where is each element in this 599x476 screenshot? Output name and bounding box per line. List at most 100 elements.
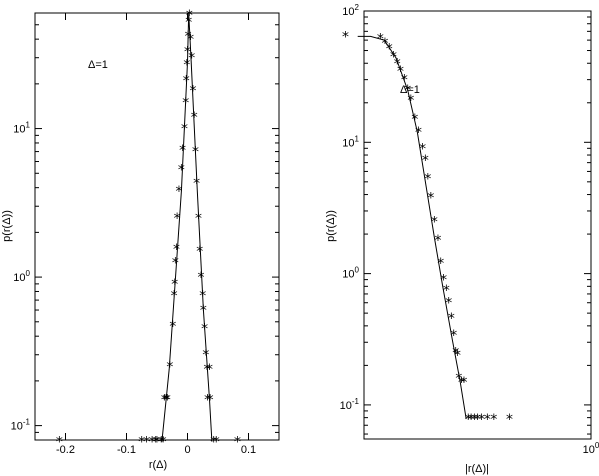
left-ticks [35,12,279,441]
right-data-point: * [451,346,459,362]
right-data-point: * [421,153,429,169]
left-data-point: * [183,58,191,74]
left-data-point: * [182,74,190,90]
left-x-tick-label: -0.2 [56,444,75,456]
right-data-point: * [483,412,491,428]
left-data-point: * [199,303,207,319]
right-series-points: * *********************************** * [341,29,513,428]
right-annotation: Δ=1 [400,84,420,96]
left-x-tick-label: 0 [184,444,190,456]
left-y-axis-label: p(r(Δ)) [1,210,13,242]
right-data-point: * [505,412,513,428]
right-data-point: * [445,296,453,312]
left-data-point: * [200,322,208,338]
right-data-point: * [393,56,401,72]
left-data-point: * [166,360,174,376]
right-data-point: * [470,412,478,428]
right-x-axis-label: |r(Δ)| [465,463,489,475]
left-data-point: * [160,392,168,408]
right-data-point: * [442,283,450,299]
left-x-tick-label: 0.1 [241,444,256,456]
left-data-point: * [190,110,198,126]
left-y-tick-label: 101 [13,121,30,136]
left-data-point: * [177,163,185,179]
left-data-point: * [148,435,156,451]
left-data-point: * [185,15,193,31]
left-data-point: * [171,256,179,272]
left-y-tick-labels: 10-1 100 101 [11,121,31,433]
left-data-point: * [159,435,167,451]
left-data-point: * [180,122,188,138]
right-data-point: * [453,348,461,364]
right-data-point: * [396,64,404,80]
right-data-point: * [434,233,442,249]
right-data-point: * [464,412,472,428]
left-data-point: * [191,145,199,161]
right-data-point: * [376,31,384,47]
left-data-point: * [170,277,178,293]
left-data-point: * [197,270,205,286]
left-x-axis-label: r(Δ) [149,459,167,471]
right-data-point: * [418,141,426,157]
right-data-point: * [460,375,468,391]
right-data-point: * [389,50,397,66]
right-data-point: * [400,73,408,89]
left-data-point: * [189,84,197,100]
right-data-point: * [427,190,435,206]
right-data-point: * [385,41,393,57]
left-y-tick-label: 10-1 [11,418,31,433]
left-series-points: * ***************************************… [55,8,242,450]
right-data-point: * [424,172,432,188]
right-plot-frame [363,10,592,440]
right-data-point: * [407,93,415,109]
right-data-point: * [411,112,419,128]
right-data-point: * [447,311,455,327]
left-data-point: * [181,95,189,111]
right-y-axis-label: p(r(Δ)) [325,210,337,242]
right-data-point: * [341,29,349,45]
left-data-point: * [212,435,220,451]
left-data-point: * [203,362,211,378]
left-data-point: * [153,435,161,451]
right-y-tick-label: 100 [342,266,359,281]
right-y-tick-label: 10-1 [340,397,360,412]
right-data-point: * [414,125,422,141]
left-data-point: * [202,348,210,364]
left-plot-frame [34,12,280,441]
left-data-point: * [173,211,181,227]
left-data-point: * [170,289,178,305]
left-data-point: * [184,29,192,45]
left-data-point: * [142,435,150,451]
left-data-point: * [175,184,183,200]
left-data-point: * [157,435,165,451]
left-data-point: * [183,45,191,61]
right-y-tick-label: 102 [342,3,359,18]
left-data-point: * [195,244,203,260]
left-data-point: * [178,143,186,159]
right-ticks [364,10,591,435]
left-data-point: * [210,435,218,451]
left-data-point: * [205,362,213,378]
left-data-point: * [206,392,214,408]
left-fit-line [161,12,213,442]
right-data-point: * [439,273,447,289]
right-data-point: * [404,83,412,99]
right-fit-line [357,35,467,420]
left-data-point: * [55,435,63,451]
left-panel: 10-1 100 101 -0.2 -0.1 0 0.1 Δ=1 r(Δ) p(r(Δ))… [1,8,280,471]
left-data-point: * [199,289,207,305]
left-data-point: * [185,8,193,24]
right-x-tick-label: 100 [583,441,599,456]
left-data-point: * [233,435,241,451]
right-data-point: * [455,371,463,387]
right-data-point: * [381,36,389,52]
right-data-point: * [430,214,438,230]
left-x-tick-label: -0.1 [117,444,136,456]
right-y-tick-label: 101 [342,134,359,149]
right-x-tick-labels: 100 [583,441,599,456]
left-data-point: * [172,242,180,258]
left-data-point: * [162,392,170,408]
left-data-point: * [203,392,211,408]
